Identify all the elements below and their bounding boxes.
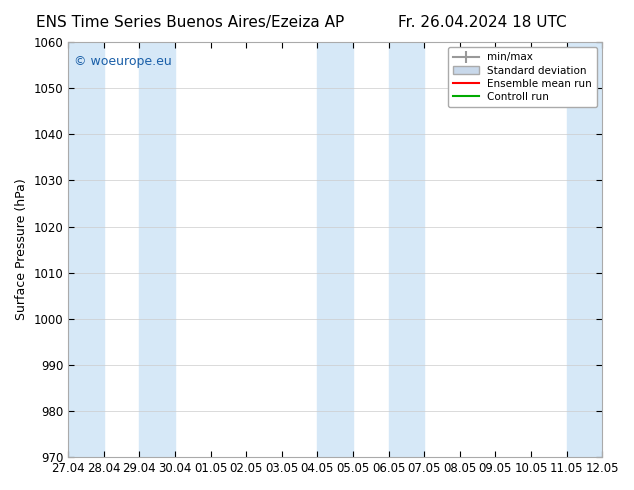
Bar <box>139 42 175 457</box>
Bar <box>68 42 104 457</box>
Bar <box>567 42 602 457</box>
Text: ENS Time Series Buenos Aires/Ezeiza AP: ENS Time Series Buenos Aires/Ezeiza AP <box>36 15 344 30</box>
Bar <box>389 42 424 457</box>
Text: © woeurope.eu: © woeurope.eu <box>74 54 171 68</box>
Bar <box>318 42 353 457</box>
Legend: min/max, Standard deviation, Ensemble mean run, Controll run: min/max, Standard deviation, Ensemble me… <box>448 47 597 107</box>
Y-axis label: Surface Pressure (hPa): Surface Pressure (hPa) <box>15 179 28 320</box>
Text: Fr. 26.04.2024 18 UTC: Fr. 26.04.2024 18 UTC <box>398 15 566 30</box>
